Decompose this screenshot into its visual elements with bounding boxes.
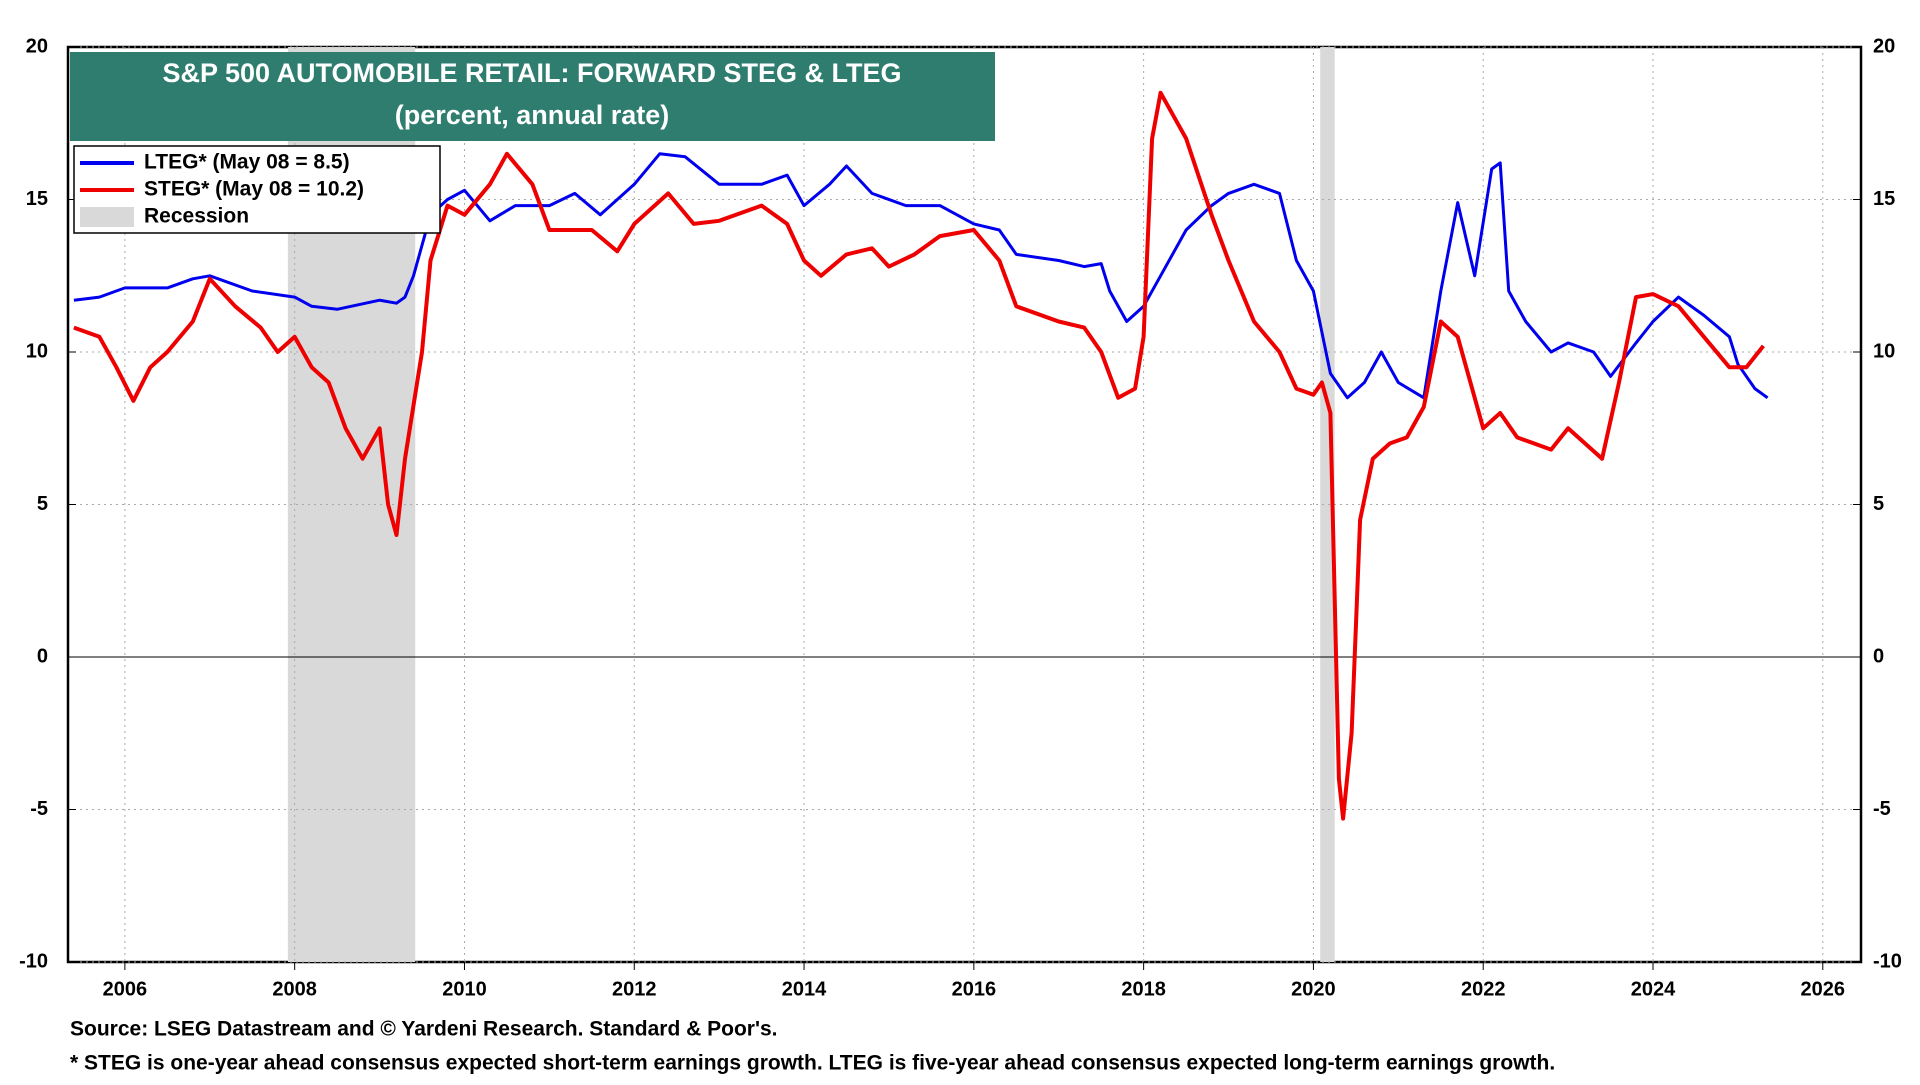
y-tick-label: -10: [19, 950, 48, 972]
x-tick-label: 2016: [952, 978, 997, 1000]
title-box: [70, 52, 995, 141]
x-tick-label: 2014: [782, 978, 827, 1000]
legend-label: LTEG* (May 08 = 8.5): [144, 151, 350, 174]
chart-title: S&P 500 AUTOMOBILE RETAIL: FORWARD STEG …: [162, 58, 901, 88]
y2-tick-label: -5: [1873, 798, 1891, 820]
y-tick-label: 20: [26, 35, 48, 57]
y2-tick-label: 5: [1873, 493, 1884, 515]
x-tick-label: 2008: [272, 978, 317, 1000]
y-tick-label: 0: [37, 645, 48, 667]
chart-subtitle: (percent, annual rate): [395, 100, 670, 130]
y-tick-label: -5: [30, 798, 48, 820]
legend-label: STEG* (May 08 = 10.2): [144, 178, 364, 201]
x-tick-label: 2022: [1461, 978, 1506, 1000]
x-tick-label: 2026: [1801, 978, 1846, 1000]
source: Source: LSEG Datastream and © Yardeni Re…: [70, 1018, 777, 1041]
footnote: * STEG is one-year ahead consensus expec…: [70, 1052, 1555, 1075]
x-tick-label: 2006: [103, 978, 148, 1000]
legend: [73, 145, 441, 234]
recession-band: [1320, 47, 1335, 962]
y-tick-label: 5: [37, 493, 48, 515]
y-tick-label: 15: [26, 188, 48, 210]
y2-tick-label: 0: [1873, 645, 1884, 667]
series-line: [73, 152, 1769, 400]
x-tick-label: 2024: [1631, 978, 1676, 1000]
y2-tick-label: 20: [1873, 35, 1895, 57]
y2-tick-label: -10: [1873, 950, 1902, 972]
y2-tick-label: 10: [1873, 340, 1895, 362]
x-tick-label: 2010: [442, 978, 487, 1000]
y2-tick-label: 15: [1873, 188, 1895, 210]
legend-swatch: [80, 207, 134, 227]
series-line: [73, 90, 1765, 821]
x-tick-label: 2012: [612, 978, 657, 1000]
y-tick-label: 10: [26, 340, 48, 362]
x-tick-label: 2018: [1121, 978, 1166, 1000]
x-tick-label: 2020: [1291, 978, 1336, 1000]
legend-label: Recession: [144, 205, 249, 228]
